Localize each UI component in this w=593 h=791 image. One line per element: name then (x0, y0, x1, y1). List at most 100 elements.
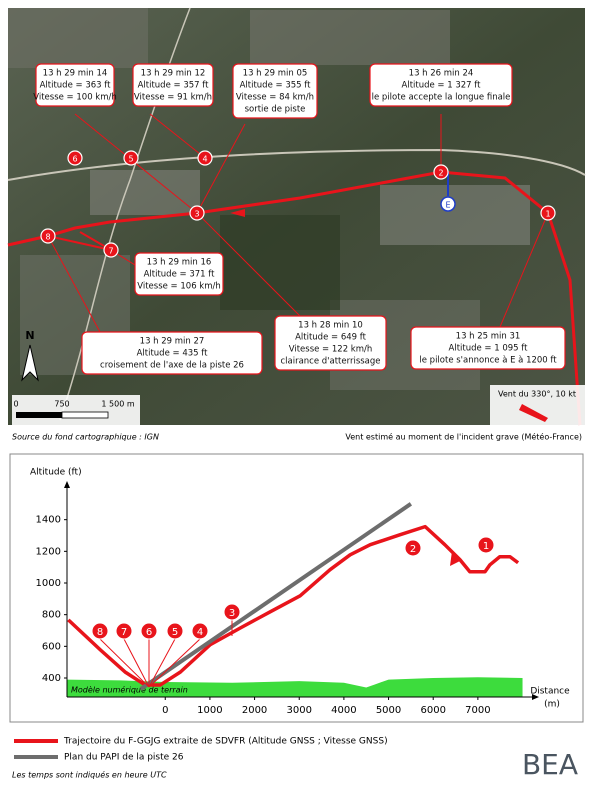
annotation-pointer (148, 638, 201, 688)
north-label: N (25, 329, 34, 342)
beacon-marker (440, 196, 456, 212)
windsock (519, 404, 548, 422)
annotation-label: 2 (410, 544, 416, 555)
x-tick-label: 2000 (242, 705, 267, 716)
annotation-marker (191, 622, 209, 640)
position-marker (189, 205, 205, 221)
callout-pointer (196, 212, 301, 317)
x-axis-arrow (532, 694, 539, 700)
callout-pointer (47, 235, 101, 333)
callout-text: 13 h 29 min 27 (140, 337, 205, 347)
urban-area (90, 170, 200, 215)
marker-label: 3 (194, 210, 199, 219)
callout-text: clairance d'atterrissage (280, 357, 380, 367)
scale-bar (61, 411, 109, 419)
callout-pointer (196, 123, 246, 214)
callout-text: Altitude = 435 ft (137, 349, 209, 359)
position-marker (67, 150, 83, 166)
chart-frame (9, 453, 584, 723)
position-marker (103, 242, 119, 258)
annotation-pointer (99, 638, 150, 688)
callout-text: 13 h 28 min 10 (298, 321, 363, 331)
marker-label: 8 (45, 233, 50, 242)
direction-arrow (450, 551, 462, 566)
road (7, 148, 586, 181)
marker-label: 6 (72, 155, 77, 164)
marker-label: 4 (202, 155, 207, 164)
urban-area (250, 10, 450, 65)
callout-text: Altitude = 1 095 ft (449, 344, 529, 354)
callout-text: le pilote accepte la longue finale (372, 93, 511, 103)
y-axis-title: Altitude (ft) (30, 468, 82, 478)
y-axis-arrow (64, 481, 70, 488)
y-tick-label: 800 (42, 610, 61, 621)
map: 13 h 29 min 14 Altitude = 363 ft Vitesse =… (7, 7, 586, 426)
x-tick-label: 1000 (197, 705, 222, 716)
legend-label: Plan du PAPI de la piste 26 (64, 753, 184, 763)
annotation-label: 1 (483, 541, 489, 552)
callout-text: Altitude = 357 ft (138, 81, 210, 91)
x-tick-label: 4000 (331, 705, 356, 716)
callout-text: 13 h 29 min 16 (147, 258, 212, 268)
x-tick-label: 0 (162, 705, 168, 716)
callout-text: 13 h 29 min 05 (243, 69, 308, 79)
urban-area (8, 8, 148, 68)
x-tick-label: 3000 (287, 705, 312, 716)
callout-text: 13 h 25 min 31 (456, 332, 521, 342)
callout-text: Vitesse = 122 km/h (289, 345, 373, 355)
annotation-marker (91, 622, 109, 640)
marker-label: 1 (545, 210, 550, 219)
position-marker (540, 205, 556, 221)
callout-box (81, 331, 263, 375)
x-tick-label: 5000 (376, 705, 401, 716)
wind-label: Vent du 330°, 10 kt (498, 390, 576, 399)
forest (220, 215, 340, 310)
callout-text: Vitesse = 100 km/h (33, 93, 117, 103)
annotation-marker (140, 622, 158, 640)
wind-caption: Vent estimé au moment de l'incident grav… (345, 432, 582, 442)
callout-text: 13 h 29 min 14 (43, 69, 108, 79)
callout-box (132, 63, 214, 107)
terrain-area (67, 677, 523, 697)
y-tick-label: 1200 (36, 546, 61, 557)
scale-label: 1 500 m (101, 400, 134, 409)
annotation-label: 6 (146, 627, 152, 638)
x-axis-unit: (m) (544, 700, 560, 710)
x-tick-label: 6000 (420, 705, 445, 716)
north-arrow (21, 344, 39, 382)
callout-box (410, 326, 566, 370)
source-caption: Source du fond cartographique : IGN (12, 433, 159, 442)
callout-text: 13 h 26 min 24 (409, 69, 474, 79)
y-tick-label: 1400 (36, 515, 61, 526)
terrain-label: Modèle numérique de terrain (71, 685, 188, 695)
callout-text: Vitesse = 91 km/h (134, 93, 212, 103)
callout-text: Altitude = 649 ft (295, 333, 367, 343)
footnote: Les temps sont indiqués en heure UTC (12, 770, 167, 780)
direction-arrow (230, 209, 245, 217)
scale-label: 0 (13, 400, 18, 409)
series-line (139, 502, 413, 691)
marker-label: 7 (108, 247, 113, 256)
series-line (67, 524, 520, 687)
callout-text: Altitude = 363 ft (40, 81, 112, 91)
callout-box (232, 63, 318, 119)
annotation-label: 3 (229, 608, 235, 619)
scale-bar (16, 412, 62, 418)
callout-text: Altitude = 371 ft (144, 270, 216, 280)
y-tick-label: 400 (42, 673, 61, 684)
scale-box (12, 395, 140, 425)
callout-text: Vitesse = 84 km/h (236, 93, 314, 103)
callout-text: croisement de l'axe de la piste 26 (100, 361, 244, 371)
annotation-marker (223, 603, 241, 621)
callout-box (134, 252, 224, 296)
callout-text: Vitesse = 106 km/h (137, 282, 221, 292)
annotation-pointer (123, 638, 150, 688)
legend-label: Trajectoire du F-GGJG extraite de SDVFR … (63, 737, 388, 747)
callout-pointer (149, 113, 206, 159)
callout-text: sortie de piste (245, 105, 306, 115)
annotation-marker (477, 536, 495, 554)
position-marker (123, 150, 139, 166)
annotation-label: 7 (121, 627, 127, 638)
callout-text: Altitude = 355 ft (240, 81, 312, 91)
